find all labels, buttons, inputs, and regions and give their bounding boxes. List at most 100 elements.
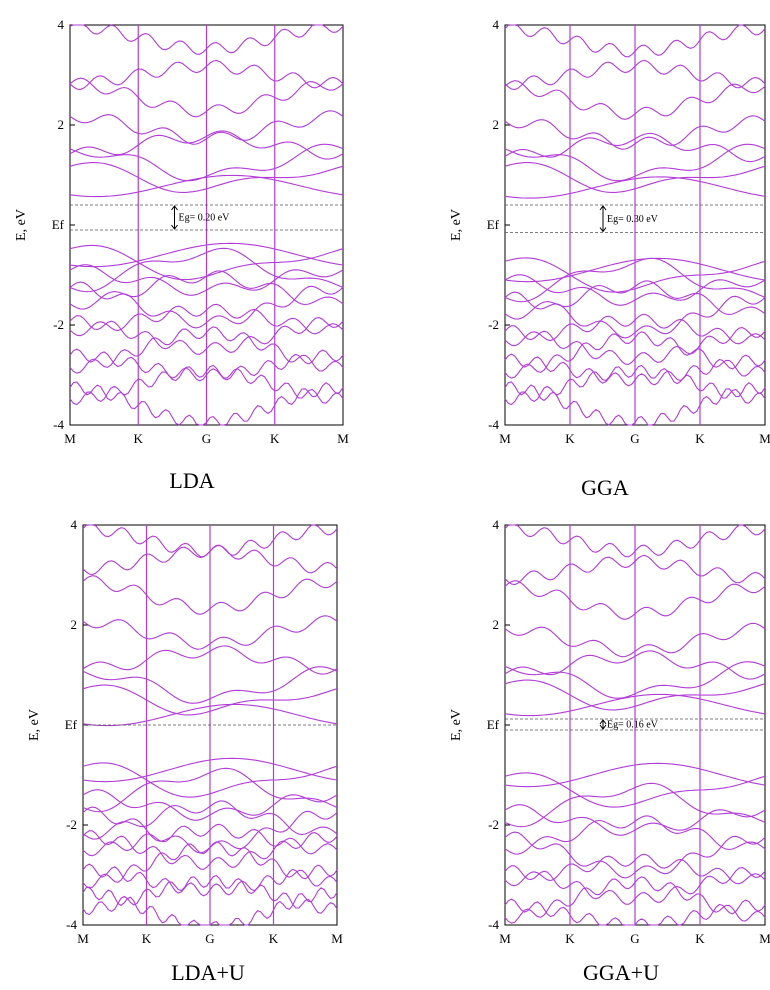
band-line [69,174,344,198]
band-plot-gga-u: 4 2 Ef -2 -4 E, eV M K G K M Eg= 0.16 eV [449,517,770,946]
x-tick-label: M [331,931,343,946]
band-line [69,77,344,118]
y-tick-label: 4 [493,517,500,532]
band-line [504,132,766,163]
band-line [504,650,766,680]
x-tick-label: G [202,431,211,446]
x-tick-label: K [695,931,705,946]
band-line [82,575,338,615]
gap-label: Eg= 0.20 eV [179,213,231,224]
band-line [82,703,338,727]
band-line [504,782,766,828]
y-tick-label: 2 [493,617,500,632]
band-panel-lda: 4 2 Ef -2 -4 E, eV M K G K M Eg= 0.20 eV LDA [0,0,385,495]
y-axis-label: E, eV [27,709,42,741]
band-line [504,831,766,879]
band-line [504,762,766,788]
band-line [504,331,766,379]
band-line [504,853,766,887]
band-line [82,830,338,870]
x-tick-label: K [695,431,705,446]
y-tick-label: -2 [53,317,64,332]
y-tick-label: -2 [488,317,499,332]
band-line [504,24,766,58]
x-tick-label: K [134,431,144,446]
band-line [504,353,766,387]
band-line [69,303,344,337]
band-line [82,615,338,650]
band-line [504,554,766,586]
band-line [69,281,344,329]
x-tick-label: M [759,431,770,446]
band-line [82,524,338,558]
band-line [504,257,766,303]
y-tick-label: 4 [493,17,500,32]
band-line [504,257,766,293]
band-line [504,313,766,347]
band-line [504,143,766,182]
x-tick-label: K [269,931,279,946]
band-line [504,257,766,283]
gap-arrow-head-top [171,205,178,211]
band-line [504,622,766,658]
band-plot-lda: 4 2 Ef -2 -4 E, eV M K G K M Eg= 0.20 eV [14,17,349,446]
band-plot-gga: 4 2 Ef -2 -4 E, eV M K G K M Eg= 0.30 eV [449,17,770,446]
band-line [69,326,344,374]
band-line [504,580,766,620]
gap-arrow-head-top [599,719,607,725]
band-panel-lda-u: 4 2 Ef -2 -4 E, eV M K G K M LDA+U [0,495,385,990]
band-line [69,315,344,355]
y-tick-label: Ef [487,217,500,232]
y-tick-label: Ef [487,717,500,732]
band-plot-lda-u: 4 2 Ef -2 -4 E, eV M K G K M [27,517,343,946]
band-line [504,876,766,924]
panel-caption-gga: GGA [581,475,629,500]
band-line [82,789,338,821]
band-line [69,381,344,426]
band-line [504,274,766,306]
x-tick-label: G [630,931,639,946]
x-tick-label: M [499,431,511,446]
x-tick-label: M [64,431,76,446]
band-panel-gga: 4 2 Ef -2 -4 E, eV M K G K M Eg= 0.30 eV GGA [385,0,770,500]
x-tick-label: G [205,931,214,946]
band-line [82,863,338,897]
x-tick-label: K [142,931,152,946]
y-tick-label: 2 [71,617,78,632]
x-tick-label: G [630,431,639,446]
band-line [82,666,338,704]
gap-label: Eg= 0.30 eV [607,214,659,225]
band-line [504,291,766,339]
band-line [69,348,344,382]
band-line [69,162,344,193]
y-tick-label: -2 [66,817,77,832]
x-tick-label: M [499,931,511,946]
band-line [504,381,766,426]
y-tick-label: 2 [58,117,65,132]
band-line [504,80,766,120]
band-line [504,804,766,836]
band-line [504,524,766,558]
y-tick-label: -4 [488,417,499,432]
band-line [82,886,338,926]
gap-label: Eg= 0.16 eV [607,720,659,731]
band-line [504,772,766,808]
x-tick-label: K [565,931,575,946]
band-line [504,679,766,711]
y-axis-label: E, eV [449,709,464,741]
y-tick-label: -4 [53,417,64,432]
gap-arrow-head-bottom [599,724,607,730]
band-line [82,767,338,813]
band-panel-gga-u: 4 2 Ef -2 -4 E, eV M K G K M Eg= 0.16 eV GGA+U [385,495,770,990]
band-line [82,645,338,675]
band-line [69,143,344,182]
y-tick-label: 4 [58,17,65,32]
band-line [82,823,338,857]
band-line [82,762,338,798]
band-line [504,115,766,150]
y-axis-label: E, eV [449,209,464,241]
x-tick-label: M [759,931,770,946]
band-line [69,110,344,145]
band-line [82,757,338,783]
y-tick-label: -4 [66,917,77,932]
